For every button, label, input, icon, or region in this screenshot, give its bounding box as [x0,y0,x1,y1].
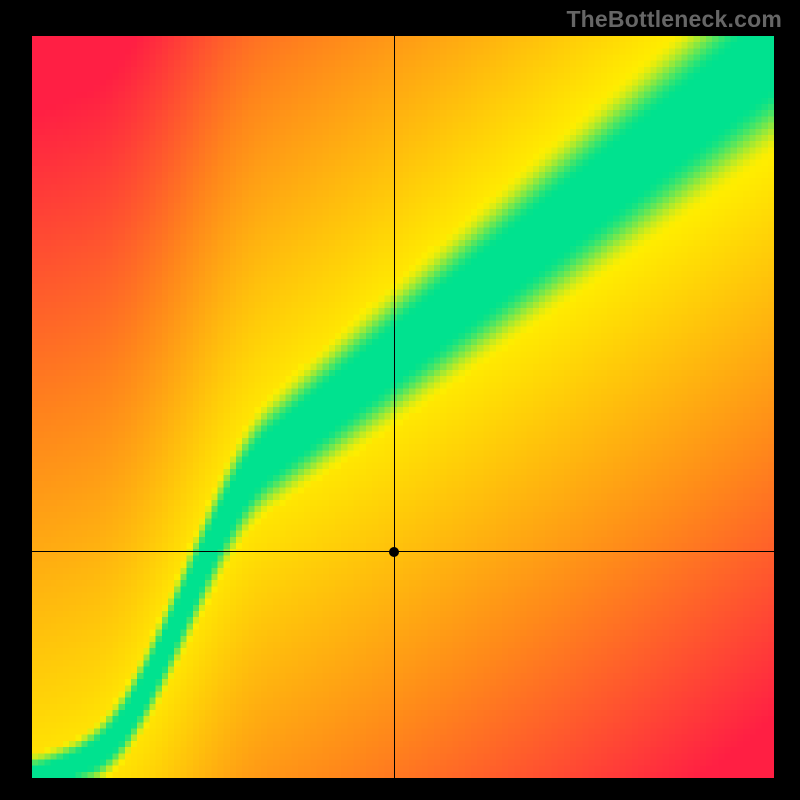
chart-root: { "watermark": "TheBottleneck.com", "lay… [0,0,800,800]
heatmap-plot [32,36,774,778]
watermark-text: TheBottleneck.com [566,6,782,33]
crosshair-h [32,551,774,552]
crosshair-v [394,36,395,778]
heatmap-canvas [32,36,774,778]
crosshair-marker [389,547,399,557]
